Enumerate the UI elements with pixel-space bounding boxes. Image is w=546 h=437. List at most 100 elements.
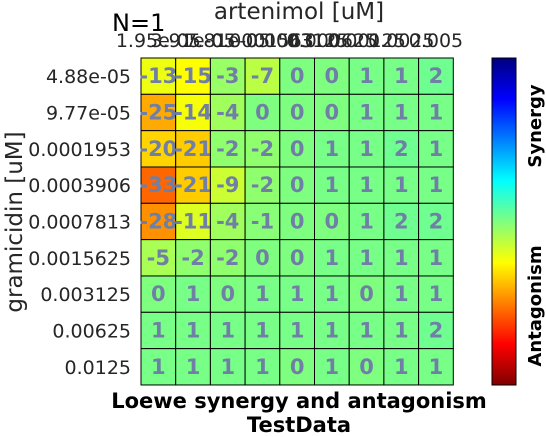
cell-value-label: 1 — [186, 318, 201, 342]
cell-value-label: 0 — [290, 100, 305, 124]
cell-value-label: 1 — [394, 246, 409, 270]
cell-value-label: 1 — [394, 355, 409, 379]
heatmap-cell — [140, 130, 177, 168]
x-axis-title: artenimol [uM] — [214, 0, 384, 25]
y-tick-label: 0.003125 — [40, 284, 131, 306]
cell-value-label: 0 — [290, 355, 305, 379]
cell-value-label: 1 — [359, 318, 374, 342]
cell-value-label: 1 — [255, 318, 270, 342]
y-tick-label: 0.0001953 — [28, 139, 131, 161]
cell-value-label: -33 — [139, 173, 177, 197]
cell-value-label: -3 — [216, 64, 239, 88]
cell-value-label: 1 — [325, 355, 340, 379]
cell-value-label: -25 — [139, 100, 177, 124]
heatmap-cell — [209, 348, 246, 386]
y-tick-label: 4.88e-05 — [46, 66, 131, 88]
cell-value-label: -9 — [216, 173, 239, 197]
cell-value-label: 2 — [429, 64, 444, 88]
heatmap-cell — [175, 275, 211, 313]
cell-value-label: -14 — [174, 100, 212, 124]
cell-value-label: 0 — [325, 100, 340, 124]
heatmap-cell — [314, 348, 350, 386]
heatmap-cell — [244, 166, 281, 204]
cell-value-label: 0 — [359, 282, 374, 306]
cell-value-label: -2 — [251, 137, 274, 161]
cell-value-label: 1 — [290, 318, 305, 342]
heatmap-cell — [244, 311, 281, 350]
heatmap-cell — [209, 202, 246, 241]
panel-label: N=1 — [112, 9, 165, 37]
cell-value-label: 1 — [394, 318, 409, 342]
heatmap-cell — [418, 93, 454, 132]
heatmap-cell — [314, 239, 350, 277]
heatmap-cell — [418, 311, 454, 350]
heatmap-cell — [314, 311, 350, 350]
cell-value-label: 1 — [325, 246, 340, 270]
heatmap-cell — [140, 57, 177, 95]
heatmap-cell — [279, 311, 315, 350]
x-tick-label: 0.0001563 — [211, 30, 314, 52]
heatmap-cell — [279, 166, 315, 204]
x-tick-label: 7.81e-05 — [185, 30, 270, 52]
y-tick-label: 0.0125 — [65, 357, 131, 379]
cell-value-label: 1 — [394, 282, 409, 306]
cell-value-label: 1 — [394, 100, 409, 124]
colorbar-antagonism-label: Antagonism — [525, 245, 546, 366]
heatmap-cell — [279, 130, 315, 168]
x-tick-label: 0.0003125 — [246, 30, 349, 52]
cell-value-label: -2 — [251, 173, 274, 197]
cell-value-label: 0 — [255, 246, 270, 270]
heatmap-cell — [348, 93, 385, 132]
heatmap-cell — [175, 311, 211, 350]
cell-value-label: 0 — [290, 137, 305, 161]
heatmap-cell — [279, 348, 315, 386]
cell-value-label: 1 — [359, 209, 374, 233]
heatmap-cell — [140, 202, 177, 241]
cell-value-label: 1 — [359, 246, 374, 270]
x-tick-label: 0.005 — [409, 30, 463, 52]
heatmap-cell — [418, 166, 454, 204]
chart-subtitle: TestData — [247, 413, 351, 437]
cell-value-label: 1 — [429, 137, 444, 161]
cell-value-label: -20 — [139, 137, 177, 161]
y-tick-labels: 4.88e-05 9.77e-05 0.0001953 0.0003906 0.0007… — [28, 66, 131, 379]
cell-value-label: 1 — [325, 173, 340, 197]
x-tick-label: 0.00125 — [327, 30, 406, 52]
cell-value-label: 1 — [429, 100, 444, 124]
cell-value-label: 1 — [429, 282, 444, 306]
cell-value-label: 1 — [359, 64, 374, 88]
cell-value-label: 2 — [429, 209, 444, 233]
cell-value-label: 2 — [394, 137, 409, 161]
y-tick-label: 0.0007813 — [28, 211, 131, 233]
colorbar-synergy-label: Synergy — [525, 84, 546, 167]
heatmap-cell — [209, 130, 246, 168]
cell-value-label: -4 — [216, 100, 239, 124]
y-tick-label: 0.0015625 — [28, 248, 131, 270]
cell-value-label: 2 — [429, 318, 444, 342]
cell-value-label: 1 — [394, 173, 409, 197]
heatmap-cell — [383, 202, 420, 241]
cell-value-label: -15 — [174, 64, 212, 88]
cell-value-label: -21 — [174, 137, 212, 161]
chart-title: Loewe synergy and antagonism — [111, 389, 487, 413]
heatmap-cell — [383, 166, 420, 204]
cell-value-label: -2 — [181, 246, 204, 270]
cell-value-label: 1 — [325, 318, 340, 342]
cell-value-label: 1 — [255, 355, 270, 379]
cell-value-label: -7 — [251, 64, 274, 88]
cell-value-label: 1 — [394, 64, 409, 88]
cell-value-label: 1 — [429, 173, 444, 197]
cell-value-label: 1 — [359, 137, 374, 161]
cell-value-label: 1 — [186, 355, 201, 379]
x-tick-label: 3.91e-05 — [151, 30, 236, 52]
cell-value-label: 0 — [151, 282, 166, 306]
heatmap-cell — [418, 57, 454, 95]
heatmap-cell — [383, 57, 420, 95]
cell-value-label: 0 — [325, 209, 340, 233]
heatmap-cell — [140, 311, 177, 350]
cell-value-label: 2 — [394, 209, 409, 233]
cell-value-label: 1 — [359, 100, 374, 124]
heatmap-cell — [348, 130, 385, 168]
x-tick-labels: 1.95e-053.91e-057.81e-050.00015630.00031… — [116, 30, 463, 52]
